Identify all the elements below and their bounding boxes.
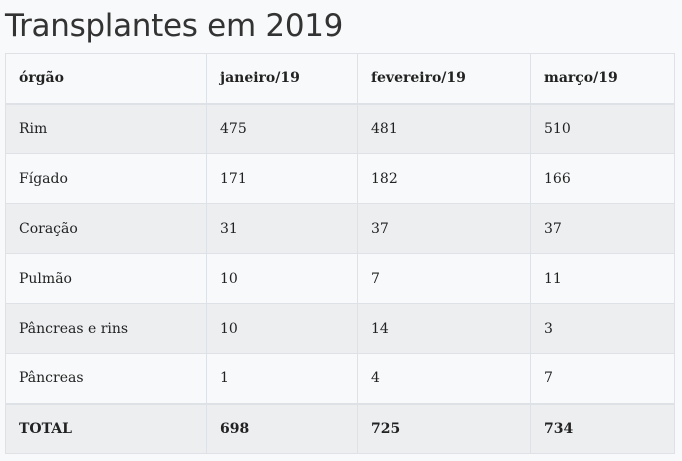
total-value-cell: 725 [357, 402, 531, 454]
total-row: TOTAL 698 725 734 [5, 402, 675, 454]
column-header-january: janeiro/19 [206, 53, 358, 105]
organ-cell: Coração [5, 203, 207, 254]
value-cell: 7 [357, 253, 531, 304]
value-cell: 11 [530, 253, 675, 304]
value-cell: 510 [530, 103, 675, 154]
value-cell: 31 [206, 203, 358, 254]
value-cell: 14 [357, 303, 531, 354]
column-header-organ: órgão [5, 53, 207, 105]
value-cell: 4 [357, 353, 531, 404]
value-cell: 475 [206, 103, 358, 154]
table-row: Pâncreas 1 4 7 [5, 353, 675, 404]
column-header-march: março/19 [530, 53, 675, 105]
total-label-cell: TOTAL [5, 402, 207, 454]
table-row: Fígado 171 182 166 [5, 153, 675, 204]
value-cell: 481 [357, 103, 531, 154]
column-header-february: fevereiro/19 [357, 53, 531, 105]
table-row: Pulmão 10 7 11 [5, 253, 675, 304]
value-cell: 171 [206, 153, 358, 204]
value-cell: 182 [357, 153, 531, 204]
value-cell: 3 [530, 303, 675, 354]
organ-cell: Rim [5, 103, 207, 154]
table-row: Pâncreas e rins 10 14 3 [5, 303, 675, 354]
organ-cell: Pulmão [5, 253, 207, 304]
value-cell: 37 [530, 203, 675, 254]
page-title: Transplantes em 2019 [5, 8, 344, 44]
value-cell: 7 [530, 353, 675, 404]
value-cell: 10 [206, 253, 358, 304]
value-cell: 1 [206, 353, 358, 404]
header-row: órgão janeiro/19 fevereiro/19 março/19 [5, 53, 675, 105]
transplants-table: órgão janeiro/19 fevereiro/19 março/19 R… [5, 53, 675, 454]
table-header: órgão janeiro/19 fevereiro/19 março/19 [5, 53, 675, 105]
table-row: Rim 475 481 510 [5, 103, 675, 154]
table-row: Coração 31 37 37 [5, 203, 675, 254]
total-value-cell: 734 [530, 402, 675, 454]
organ-cell: Pâncreas [5, 353, 207, 404]
value-cell: 166 [530, 153, 675, 204]
table-body: Rim 475 481 510 Fígado 171 182 166 Coraç… [5, 103, 675, 454]
organ-cell: Fígado [5, 153, 207, 204]
organ-cell: Pâncreas e rins [5, 303, 207, 354]
value-cell: 37 [357, 203, 531, 254]
value-cell: 10 [206, 303, 358, 354]
total-value-cell: 698 [206, 402, 358, 454]
